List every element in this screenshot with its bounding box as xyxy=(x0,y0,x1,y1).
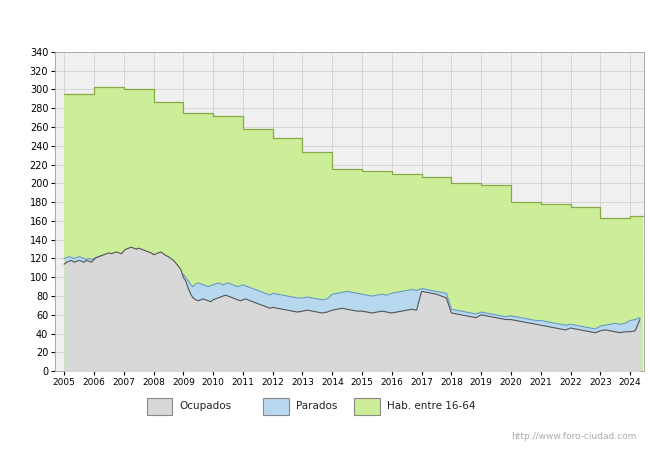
Bar xyxy=(147,398,172,415)
Bar xyxy=(354,398,380,415)
Text: Ocupados: Ocupados xyxy=(179,401,231,411)
Text: Parados: Parados xyxy=(296,401,337,411)
Bar xyxy=(263,398,289,415)
Text: Hab. entre 16-64: Hab. entre 16-64 xyxy=(387,401,475,411)
Text: Tordillos - Evolucion de la poblacion en edad de Trabajar Mayo de 2024: Tordillos - Evolucion de la poblacion en… xyxy=(78,17,572,31)
Text: http://www.foro-ciudad.com: http://www.foro-ciudad.com xyxy=(512,432,637,441)
